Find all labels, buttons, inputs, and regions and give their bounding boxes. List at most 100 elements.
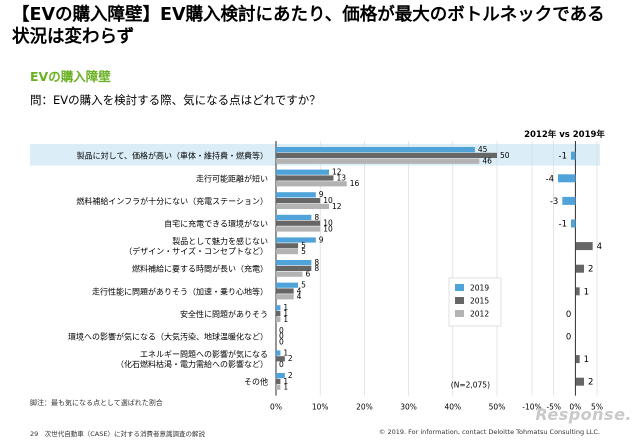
diff-value-label: 0 [566,310,571,320]
diff-bar [575,242,593,251]
bar-2015 [276,220,321,226]
survey-question: 問：EVの購入を検討する際、気になる点はどれですか？ [30,93,321,107]
diff-bar [575,355,580,364]
bar-value-label: 13 [336,173,346,182]
bar-2015 [276,243,299,249]
diff-value-label: 1 [584,355,589,365]
diff-value-label: -4 [546,174,554,184]
bar-2019 [276,214,312,220]
category-label: （化石燃料枯渇・電力需給への影響など） [116,359,268,369]
bar-2012 [276,249,299,255]
bar-value-label: 45 [478,145,488,154]
bar-2012 [276,384,281,390]
bar-2012 [276,316,281,322]
legend-swatch-2015 [455,297,464,304]
diff-value-label: -1 [559,152,567,162]
x-tick-label: 0% [270,403,282,412]
bar-2012 [276,271,303,277]
bar-value-label: 9 [319,190,324,199]
bar-2012 [276,294,294,300]
diff-value-label: 2 [588,265,593,275]
bar-value-label: 0 [279,360,284,369]
bar-2015 [276,198,321,204]
bar-value-label: 1 [283,377,288,386]
x-tick-label: 10% [312,403,329,412]
bar-value-label: 2 [288,371,293,380]
diff-x-tick-label: 0% [569,403,581,412]
legend-label: 2012 [470,310,489,319]
bar-2012 [276,158,480,164]
bar-2019 [276,260,312,266]
bar-2019 [276,282,299,288]
x-tick-label: 30% [400,403,417,412]
bar-value-label: 4 [297,292,302,301]
bar-value-label: 8 [314,213,319,222]
page-footer: 29 次世代自動車（CASE）に対する消費者意識調査の解説 [30,430,205,438]
legend-label: 2019 [470,284,489,293]
bar-value-label: 5 [301,241,306,250]
bar-value-label: 46 [482,157,492,166]
diff-x-tick-label: 5% [591,403,603,412]
bar-2015 [276,265,312,271]
bar-value-label: 9 [319,235,324,244]
category-label: 製品として魅力を感じない [172,236,268,246]
bar-value-label: 0 [279,332,284,341]
bar-value-label: 6 [306,270,311,279]
diff-value-label: 0 [566,333,571,343]
diff-bar [571,151,576,160]
watermark-logo: Response. [535,405,632,424]
category-label: 環境への影響が気になる（大気汚染、地球温暖化など） [68,332,268,342]
x-tick-label: 20% [356,403,373,412]
bar-value-label: 2 [288,354,293,363]
category-label: その他 [244,377,268,387]
diff-bar [571,219,576,228]
bar-2015 [276,288,294,294]
bar-2015 [276,311,281,317]
bar-2019 [276,147,475,153]
bar-value-label: 10 [323,219,333,228]
bar-value-label: 8 [314,264,319,273]
section-label: EVの購入障壁 [30,69,111,84]
diff-x-tick-label: -5% [546,403,561,412]
bar-2012 [276,203,330,209]
bar-2015 [276,356,285,362]
category-label: 自宅に充電できる環境がない [164,219,268,229]
bar-value-label: 10 [323,224,333,233]
bar-value-label: 12 [332,168,342,177]
bar-value-label: 5 [301,281,306,290]
bar-value-label: 16 [350,179,360,188]
diff-panel-title: 2012年 vs 2019年 [524,129,605,140]
category-label: エネルギー問題への影響が気になる [140,349,268,359]
bar-value-label: 1 [283,315,288,324]
bar-value-label: 8 [314,258,319,267]
copyright: © 2019. For information, contact Deloitt… [378,428,600,436]
diff-bar [575,287,580,296]
bar-value-label: 1 [283,348,288,357]
diff-x-tick-label: -10% [522,403,541,412]
bar-value-label: 0 [279,326,284,335]
legend-label: 2015 [470,297,489,306]
bar-value-label: 1 [283,383,288,392]
bar-value-label: 50 [500,151,510,160]
category-label: 安全性に問題がありそう [180,309,268,319]
diff-value-label: 4 [597,242,602,252]
category-label: 燃料補給インフラが十分にない（充電ステーション） [76,196,268,206]
bar-2019 [276,373,285,379]
x-tick-label: 50% [489,403,506,412]
bar-value-label: 4 [297,286,302,295]
bar-2012 [276,181,347,187]
diff-value-label: -3 [550,197,558,207]
bar-2015 [276,152,497,158]
bar-2019 [276,237,316,243]
bar-2015 [276,378,281,384]
sample-size-note: (N=2,075) [451,381,490,390]
footnote: 脚注：最も気になる点として選ばれた割合 [30,399,163,407]
bar-2019 [276,305,281,311]
x-tick-label: 40% [444,403,461,412]
category-label: （デザイン・サイズ・コンセプトなど） [124,246,268,256]
category-label: 走行可能距離が短い [196,173,268,183]
legend-swatch-2012 [455,310,464,317]
category-label: 燃料補給に要する時間が長い（充電） [132,264,268,274]
diff-value-label: 2 [588,378,593,388]
